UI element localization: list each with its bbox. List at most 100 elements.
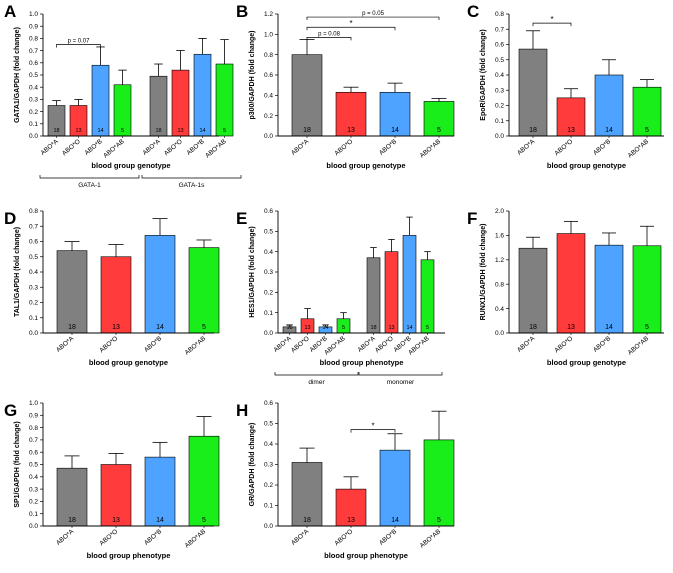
n-label-g-0: 18 <box>68 517 76 524</box>
x-tick-label-e-1: ABO*O <box>290 335 311 354</box>
bar-c-0 <box>518 48 548 137</box>
x-tick-label-a-6: ABO*B <box>186 138 206 157</box>
n-label-e-4: 18 <box>370 325 376 331</box>
y-tick-label-e-4: 0.4 <box>264 249 273 256</box>
bar-d-3 <box>188 247 220 334</box>
y-tick-label-f-5: 2.0 <box>495 208 504 215</box>
n-label-d-1: 13 <box>112 324 120 331</box>
n-label-a-3: 5 <box>121 128 124 134</box>
y-tick-label-c-7: 0.7 <box>495 26 504 33</box>
y-tick-label-g-9: 0.9 <box>29 413 38 420</box>
x-tick-label-h-3: ABO*AB <box>419 528 443 549</box>
x-tick-label-c-0: ABO*A <box>516 138 537 157</box>
significance-bracket-c-0 <box>532 22 572 27</box>
panel-letter-b: B <box>236 2 248 21</box>
x-tick-label-d-2: ABO*B <box>143 335 163 354</box>
bar-f-3 <box>632 245 662 334</box>
y-tick-label-h-3: 0.3 <box>264 462 273 469</box>
n-label-e-7: 5 <box>426 325 429 331</box>
group-bracket-e-1 <box>358 372 443 376</box>
x-axis-label-h: blood group phenotype <box>324 551 408 560</box>
bar-e-6 <box>402 235 417 334</box>
bar-f-1 <box>556 233 586 334</box>
y-tick-label-b-2: 0.4 <box>264 93 273 100</box>
y-tick-label-d-5: 0.5 <box>29 254 38 261</box>
significance-label-b-1: * <box>349 19 352 28</box>
panel-d: D 18 ABO*A 13 ABO*O 14 ABO*B 5 ABO*AB 0.0 0.1 0.2 0.… <box>4 208 220 367</box>
bar-c-2 <box>594 74 624 137</box>
significance-label-b-0: p = 0.08 <box>318 31 341 37</box>
x-tick-label-b-0: ABO*A <box>290 138 311 157</box>
panel-letter-c: C <box>467 2 479 21</box>
significance-label-b-2: p = 0.05 <box>362 11 385 17</box>
y-tick-label-c-1: 0.1 <box>495 118 504 125</box>
group-bracket-a-0 <box>39 175 140 179</box>
bar-d-1 <box>100 256 132 334</box>
bar-d-2 <box>144 235 176 334</box>
x-tick-label-g-0: ABO*A <box>55 528 76 547</box>
panel-letter-h: H <box>236 401 248 420</box>
significance-bracket-a-0 <box>56 44 101 48</box>
panel-c: C 18 ABO*A 13 ABO*O 14 ABO*B 5 ABO*AB 0.0 0.1 0.2 0.… <box>467 2 664 170</box>
y-tick-label-e-0: 0.0 <box>264 330 273 337</box>
bar-d-0 <box>56 250 88 334</box>
x-tick-label-e-5: ABO*O <box>374 335 395 354</box>
significance-label-a-0: p = 0.07 <box>68 39 91 45</box>
x-tick-label-d-1: ABO*O <box>98 335 119 354</box>
n-label-c-2: 14 <box>605 127 613 134</box>
bar-f-2 <box>594 244 624 334</box>
y-tick-label-c-4: 0.4 <box>495 72 504 79</box>
x-tick-label-g-3: ABO*AB <box>184 528 208 549</box>
bar-h-0 <box>291 462 323 527</box>
bar-a-6 <box>193 53 212 137</box>
x-tick-label-h-2: ABO*B <box>378 528 398 547</box>
x-tick-label-a-4: ABO*A <box>142 138 163 157</box>
panel-f: F 18 ABO*A 13 ABO*O 14 ABO*B 5 ABO*AB 0.0 0.4 0.8 1.… <box>467 208 664 367</box>
y-tick-label-e-5: 0.5 <box>264 229 273 236</box>
bar-b-3 <box>423 101 455 137</box>
y-tick-label-d-0: 0.0 <box>29 330 38 337</box>
y-axis-label-h: GR/GAPDH (fold change) <box>249 423 256 507</box>
x-tick-label-a-7: ABO*AB <box>204 138 228 159</box>
y-tick-label-g-0: 0.0 <box>29 523 38 530</box>
n-label-a-6: 14 <box>199 128 205 134</box>
x-tick-label-c-3: ABO*AB <box>627 138 651 159</box>
n-label-g-2: 14 <box>156 517 164 524</box>
x-tick-label-g-2: ABO*B <box>143 528 163 547</box>
y-tick-label-b-5: 1.0 <box>264 32 273 39</box>
n-label-a-5: 13 <box>177 128 183 134</box>
x-tick-label-g-1: ABO*O <box>98 528 119 547</box>
n-label-a-4: 18 <box>155 128 161 134</box>
bar-e-4 <box>366 257 381 334</box>
y-tick-label-g-8: 0.8 <box>29 425 38 432</box>
x-axis-label-e: blood group phenotype <box>320 358 404 367</box>
group-label-a-0: GATA-1 <box>78 182 101 189</box>
y-tick-label-f-0: 0.0 <box>495 330 504 337</box>
y-tick-label-b-4: 0.8 <box>264 52 273 59</box>
y-tick-label-g-3: 0.3 <box>29 486 38 493</box>
y-tick-label-c-0: 0.0 <box>495 133 504 140</box>
x-tick-label-b-1: ABO*O <box>333 138 354 157</box>
y-tick-label-a-6: 0.6 <box>29 60 38 67</box>
y-tick-label-h-0: 0.0 <box>264 523 273 530</box>
y-axis-label-d: TAL1/GAPDH (fold change) <box>14 227 21 317</box>
bar-g-3 <box>188 435 220 527</box>
y-tick-label-g-4: 0.4 <box>29 474 38 481</box>
y-tick-label-a-5: 0.5 <box>29 72 38 79</box>
bar-a-5 <box>171 69 190 137</box>
x-tick-label-a-3: ABO*AB <box>102 138 126 159</box>
y-tick-label-a-10: 1.0 <box>29 11 38 18</box>
panel-b: B 18 ABO*A 13 ABO*O 14 ABO*B 5 ABO*AB 0.0 0.2 0.4 0.… <box>236 2 455 170</box>
x-axis-label-g: blood group phenotype <box>87 551 171 560</box>
x-tick-label-f-0: ABO*A <box>516 335 537 354</box>
x-tick-label-e-0: ABO*A <box>273 335 294 354</box>
n-label-d-3: 5 <box>202 324 206 331</box>
x-axis-label-f: blood group genotype <box>547 358 626 367</box>
y-tick-label-g-10: 1.0 <box>29 400 38 407</box>
y-tick-label-e-2: 0.2 <box>264 290 273 297</box>
y-tick-label-h-1: 0.1 <box>264 503 273 510</box>
y-tick-label-c-6: 0.6 <box>495 42 504 49</box>
y-tick-label-c-2: 0.2 <box>495 103 504 110</box>
x-tick-label-a-1: ABO*O <box>61 138 82 157</box>
